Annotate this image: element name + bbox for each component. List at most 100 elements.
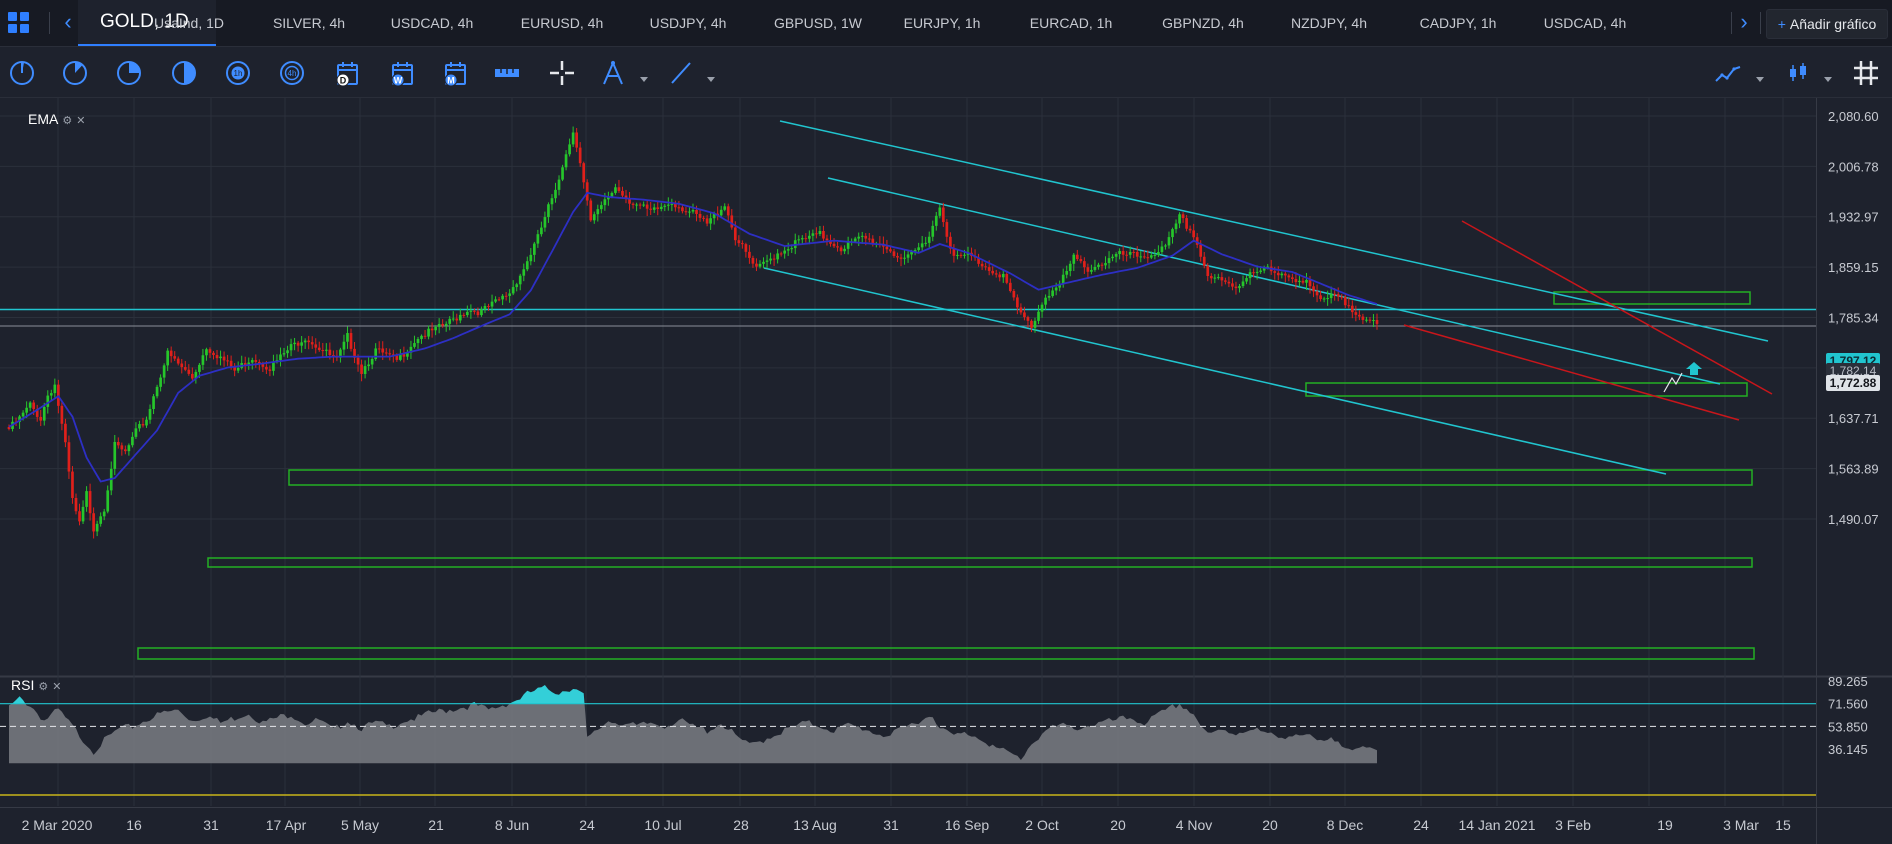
tab-item[interactable]: USDJPY, 4h xyxy=(649,15,727,31)
chevron-down-icon[interactable] xyxy=(1824,70,1832,82)
time-axis-label: 8 Jun xyxy=(495,817,529,833)
candle-up xyxy=(910,251,913,255)
candle-up xyxy=(420,335,423,340)
settings-gear-icon[interactable]: ⚙ xyxy=(62,115,73,127)
candle-down xyxy=(243,363,247,366)
candle-down xyxy=(124,449,127,452)
candle-down xyxy=(702,217,705,219)
candle-up xyxy=(1248,272,1252,279)
text-tool-icon[interactable] xyxy=(599,59,627,87)
ruler-icon[interactable] xyxy=(493,59,521,87)
close-icon[interactable]: ✕ xyxy=(76,115,86,127)
candle-up xyxy=(571,132,575,145)
candle-up xyxy=(159,377,162,387)
candle-up xyxy=(846,242,850,249)
tab-item[interactable]: EURJPY, 1h xyxy=(903,15,981,31)
candle-down xyxy=(631,203,635,205)
candle-up xyxy=(635,204,638,206)
candle-up xyxy=(853,238,857,242)
candle-up xyxy=(1118,251,1121,254)
time-axis-label: 10 Jul xyxy=(644,817,681,833)
tab-item[interactable]: USDCAD, 4h xyxy=(390,15,474,31)
tab-gold-1d[interactable]: GOLD, 1D xyxy=(78,0,216,46)
candle-down xyxy=(1185,218,1188,229)
candle-down xyxy=(677,207,681,209)
candle-down xyxy=(575,132,578,148)
candle-down xyxy=(423,335,427,337)
candle-down xyxy=(1142,256,1146,258)
candle-up xyxy=(1372,320,1375,322)
crosshair-icon[interactable] xyxy=(548,59,576,87)
line-style-icon[interactable] xyxy=(1714,59,1742,87)
candle-up xyxy=(1217,277,1220,279)
svg-text:M: M xyxy=(447,76,455,86)
candle-up xyxy=(458,314,462,321)
candle-down xyxy=(314,344,318,348)
clock-4h-alt-icon[interactable]: 4h xyxy=(278,59,306,87)
candle-up xyxy=(434,326,437,331)
candle-down xyxy=(980,263,984,267)
tab-item[interactable]: EURCAD, 1h xyxy=(1029,15,1113,31)
candle-down xyxy=(1188,228,1192,231)
grid-icon[interactable] xyxy=(1852,59,1880,87)
time-axis-label: 31 xyxy=(203,817,219,833)
candle-down xyxy=(695,210,698,214)
candle-down xyxy=(356,357,360,365)
candle-down xyxy=(395,355,399,360)
candle-type-icon[interactable] xyxy=(1784,59,1812,87)
close-icon[interactable]: ✕ xyxy=(52,681,62,693)
tab-item[interactable]: EURUSD, 4h xyxy=(520,15,604,31)
chevron-right-icon[interactable]: › xyxy=(1740,9,1748,34)
calendar-day-icon[interactable]: D xyxy=(333,59,361,87)
candle-up xyxy=(518,275,522,285)
chevron-down-icon[interactable] xyxy=(1756,70,1764,82)
candle-up xyxy=(162,365,166,378)
tab-item[interactable]: USDCAD, 4h xyxy=(1543,15,1627,31)
clock-30m-icon[interactable] xyxy=(115,59,143,87)
calendar-week-icon[interactable]: W xyxy=(388,59,416,87)
candle-down xyxy=(377,348,381,350)
tab-item[interactable]: GBPNZD, 4h xyxy=(1162,15,1244,31)
channel-line xyxy=(763,267,1667,475)
candle-down xyxy=(173,356,177,359)
candle-down xyxy=(681,207,684,212)
candle-up xyxy=(920,243,924,248)
chevron-down-icon[interactable] xyxy=(707,70,715,82)
candle-up xyxy=(1093,266,1097,270)
chevron-left-icon[interactable]: ‹ xyxy=(64,9,72,34)
chart-canvas[interactable]: 2,080.60 2,006.78 1,932.97 1,859.15 1,785.34… xyxy=(0,98,1892,844)
candle-up xyxy=(917,247,920,251)
candle-up xyxy=(494,299,497,302)
candle-up xyxy=(1305,279,1308,283)
candle-down xyxy=(233,367,236,371)
add-chart-button[interactable]: + Añadir gráfico xyxy=(1766,9,1888,39)
chevron-down-icon[interactable] xyxy=(640,70,648,82)
clock-15m-icon[interactable] xyxy=(61,59,89,87)
tab-item[interactable]: UsaInd, 1D xyxy=(153,15,225,31)
layout-grid-icon[interactable] xyxy=(8,12,30,34)
tab-divider xyxy=(1731,12,1732,34)
candle-up xyxy=(719,209,723,216)
candle-down xyxy=(265,366,268,370)
candle-up xyxy=(963,254,966,256)
tab-item[interactable]: GBPUSD, 1W xyxy=(774,15,862,31)
tab-item[interactable]: SILVER, 4h xyxy=(272,15,346,31)
candle-down xyxy=(78,511,81,522)
clock-4h-icon[interactable]: 1h xyxy=(224,59,252,87)
candle-up xyxy=(293,342,296,345)
tab-item[interactable]: CADJPY, 1h xyxy=(1419,15,1497,31)
candle-down xyxy=(959,254,963,256)
candle-down xyxy=(585,182,589,201)
candle-up xyxy=(448,318,452,324)
calendar-month-icon[interactable]: M xyxy=(441,59,469,87)
trendline-icon[interactable] xyxy=(667,59,695,87)
clock-1m-icon[interactable] xyxy=(8,59,36,87)
candle-up xyxy=(688,211,691,213)
candle-down xyxy=(1075,254,1079,260)
candle-up xyxy=(603,199,607,206)
settings-gear-icon[interactable]: ⚙ xyxy=(38,681,49,693)
candle-down xyxy=(328,349,332,356)
candle-up xyxy=(1033,320,1037,328)
clock-1h-icon[interactable] xyxy=(170,59,198,87)
tab-item[interactable]: NZDJPY, 4h xyxy=(1291,15,1367,31)
